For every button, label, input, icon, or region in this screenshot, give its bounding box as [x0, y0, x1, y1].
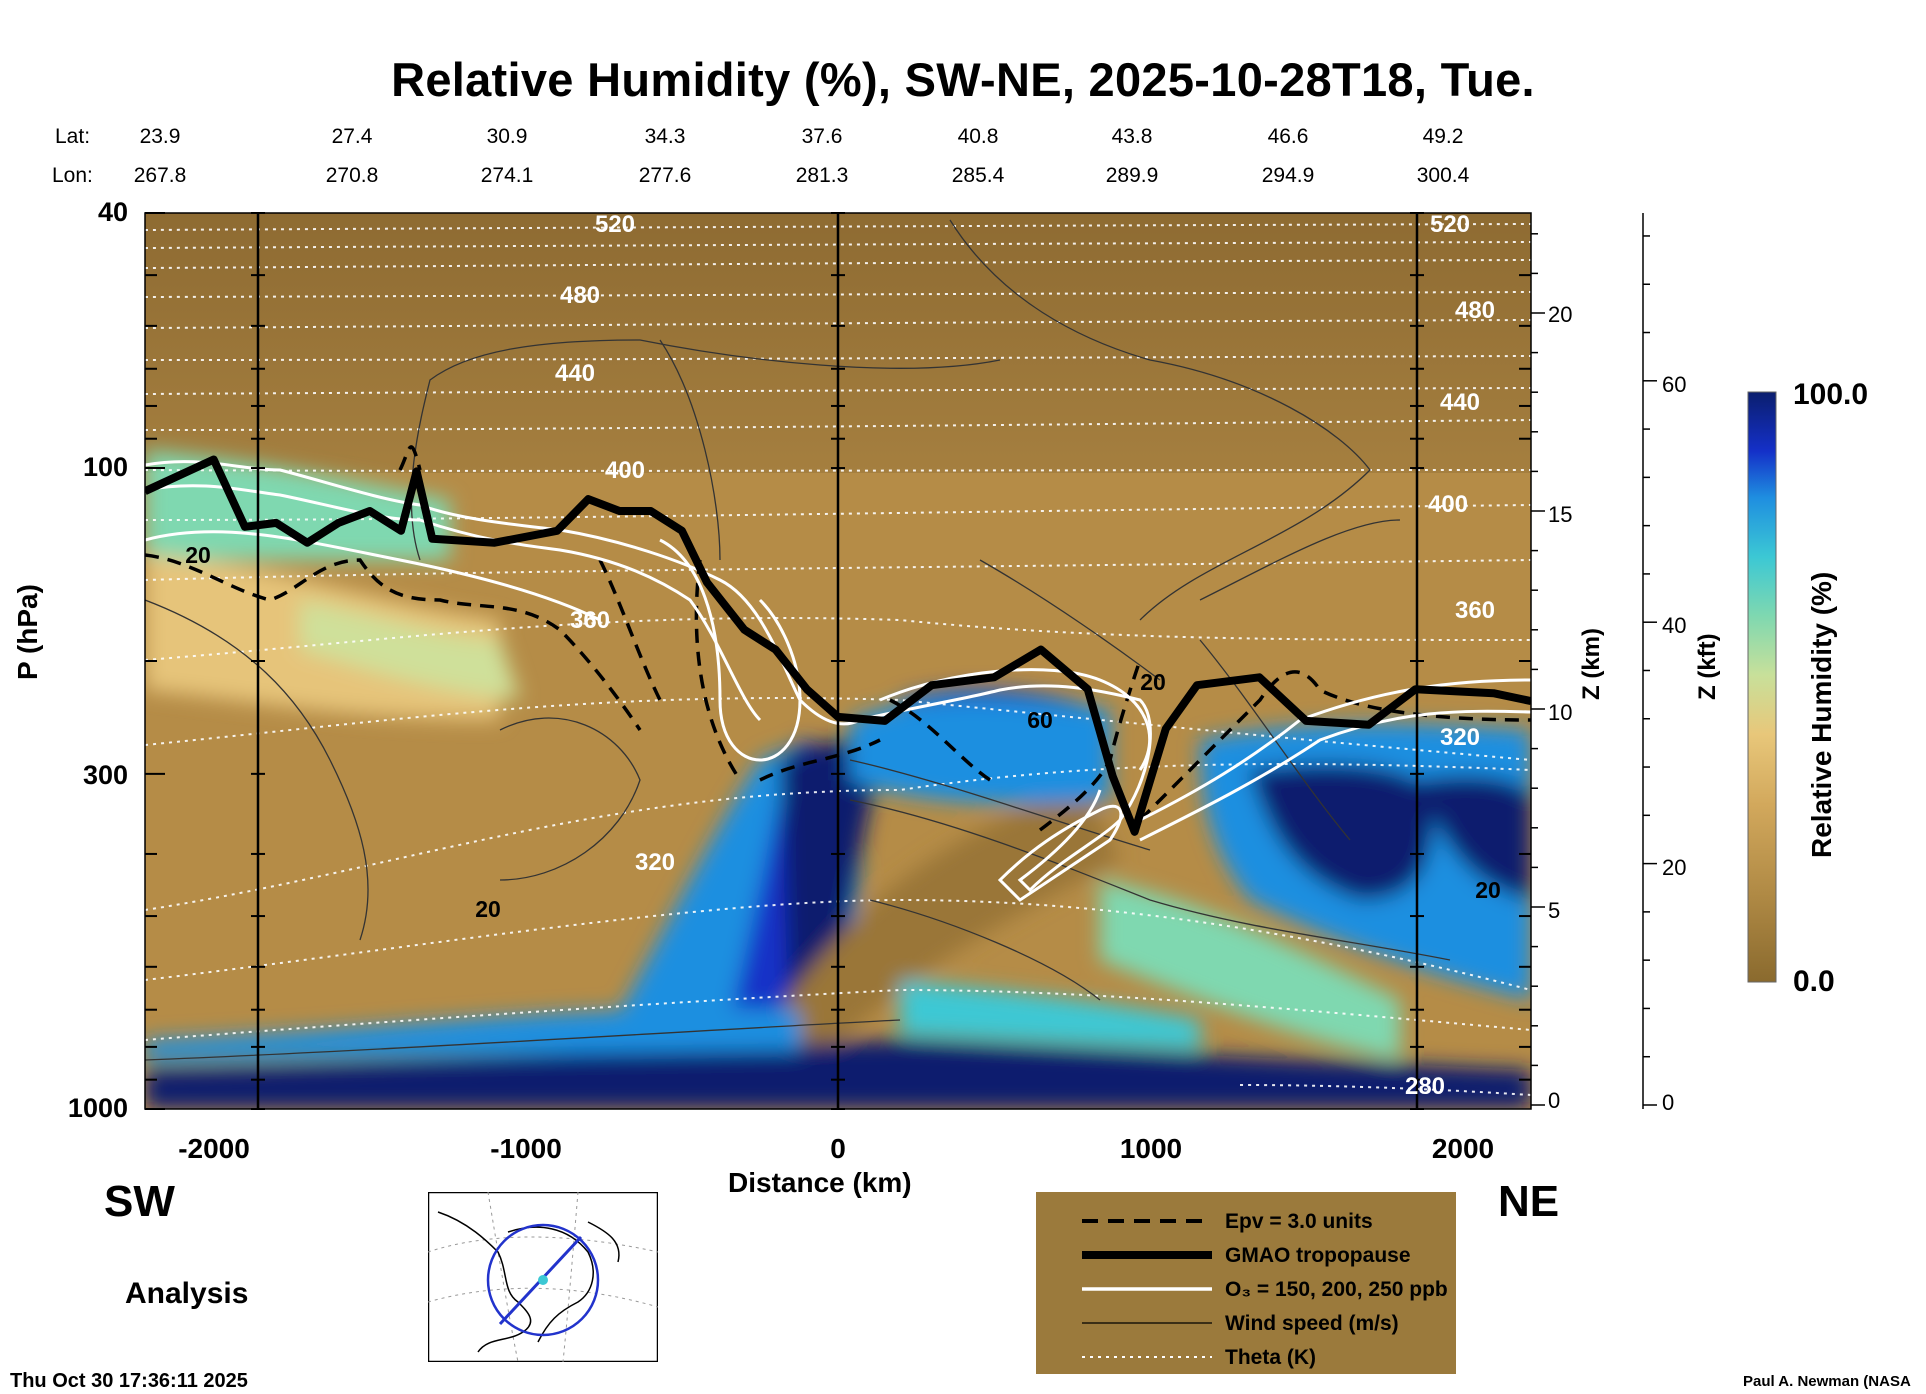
colorbar	[1747, 391, 1777, 983]
lat-value: 49.2	[1422, 125, 1464, 148]
legend-item-wind: Wind speed (m/s)	[1225, 1312, 1399, 1335]
theta-label: 400	[605, 457, 645, 484]
x-axis-label: Distance (km)	[728, 1167, 912, 1198]
lon-value: 281.3	[795, 164, 849, 187]
zkm-tick-10: 10	[1548, 700, 1573, 725]
theta-label: 440	[1440, 389, 1480, 416]
lat-value: 46.6	[1267, 125, 1309, 148]
analysis-label: Analysis	[125, 1277, 249, 1310]
lon-value: 289.9	[1105, 164, 1159, 187]
lon-value: 267.8	[133, 164, 187, 187]
lat-value: 34.3	[644, 125, 686, 148]
theta-label: 320	[635, 849, 675, 876]
tropopause-line	[145, 455, 1531, 836]
chart-title: Relative Humidity (%), SW-NE, 2025-10-28…	[391, 53, 1535, 106]
zkm-axis-label: Z (km)	[1578, 628, 1605, 700]
lat-value: 43.8	[1111, 125, 1153, 148]
zkft-tick-40: 40	[1662, 613, 1687, 638]
theta-label: 480	[1455, 297, 1495, 324]
theta-label: 280	[1405, 1073, 1445, 1100]
ne-label: NE	[1498, 1177, 1560, 1226]
colorbar-max: 100.0	[1793, 378, 1869, 411]
lon-value: 270.8	[325, 164, 379, 187]
lat-value: 30.9	[486, 125, 528, 148]
legend-item-epv: Epv = 3.0 units	[1225, 1210, 1373, 1233]
timestamp: Thu Oct 30 17:36:11 2025	[10, 1370, 248, 1392]
legend-item-theta: Theta (K)	[1225, 1346, 1316, 1369]
colorbar-min: 0.0	[1793, 965, 1835, 998]
lon-value: 300.4	[1416, 164, 1470, 187]
lat-value: 37.6	[801, 125, 843, 148]
zkm-tick-20: 20	[1548, 302, 1573, 327]
lon-value: 277.6	[638, 164, 692, 187]
zkft-tick-20: 20	[1662, 855, 1687, 880]
p-tick-300: 300	[82, 760, 128, 790]
lat-value: 23.9	[139, 125, 181, 148]
theta-label: 360	[570, 607, 610, 634]
y-axis-label: P (hPa)	[12, 584, 43, 680]
lon-value: 274.1	[480, 164, 534, 187]
lat-value: 40.8	[957, 125, 999, 148]
theta-labels: 520 520 480 480 440 440 400 400 360 360 320 320 280	[555, 211, 1495, 1100]
wind-contours	[145, 219, 1451, 1061]
wind-label: 20	[185, 542, 211, 568]
lat-value: 27.4	[331, 125, 373, 148]
zkm-tick-0: 0	[1548, 1088, 1561, 1113]
zkft-axis-label: Z (kft)	[1694, 633, 1721, 700]
x-tick-1000: 1000	[1119, 1133, 1183, 1164]
x-tick--2000: -2000	[178, 1133, 250, 1164]
credit: Paul A. Newman (NASA	[1743, 1373, 1911, 1390]
theta-contours	[145, 223, 1531, 1096]
wind-label: 60	[1027, 707, 1053, 733]
lon-value: 285.4	[951, 164, 1005, 187]
zkm-tick-15: 15	[1548, 502, 1573, 527]
wind-label: 20	[1475, 877, 1501, 903]
zkm-tick-5: 5	[1548, 898, 1561, 923]
reference-ticks	[251, 212, 1424, 1110]
lon-label: Lon:	[52, 164, 93, 187]
theta-label: 520	[595, 211, 635, 238]
x-tick--1000: -1000	[490, 1133, 562, 1164]
x-tick-2000: 2000	[1431, 1133, 1495, 1164]
theta-label: 400	[1428, 491, 1468, 518]
theta-label: 440	[555, 360, 595, 387]
sw-label: SW	[104, 1177, 175, 1226]
legend-swatches	[1082, 1219, 1212, 1358]
p-tick-100: 100	[82, 452, 128, 482]
p-minor-ticks	[145, 212, 1531, 1110]
wind-label: 20	[475, 896, 501, 922]
legend-item-tropopause: GMAO tropopause	[1225, 1244, 1411, 1267]
lon-value: 294.9	[1261, 164, 1315, 187]
theta-label: 360	[1455, 597, 1495, 624]
legend: Epv = 3.0 units GMAO tropopause O₃ = 150…	[1036, 1192, 1456, 1374]
zkft-axis	[1643, 235, 1657, 1106]
p-tick-1000: 1000	[67, 1093, 128, 1123]
lat-label: Lat:	[55, 125, 91, 148]
p-tick-40: 40	[97, 197, 128, 227]
legend-item-ozone: O₃ = 150, 200, 250 ppb	[1225, 1278, 1448, 1301]
theta-label: 520	[1430, 211, 1470, 238]
zkft-tick-0: 0	[1662, 1090, 1675, 1115]
inset-map	[428, 1192, 658, 1362]
x-tick-0: 0	[830, 1133, 846, 1164]
theta-label: 480	[560, 282, 600, 309]
theta-label: 320	[1440, 724, 1480, 751]
zkm-axis	[1531, 233, 1545, 1106]
wind-labels: 20 60 20 20 20	[185, 542, 1501, 922]
colorbar-label: Relative Humidity (%)	[1806, 571, 1837, 858]
zkft-tick-60: 60	[1662, 372, 1687, 397]
wind-label: 20	[1140, 669, 1166, 695]
